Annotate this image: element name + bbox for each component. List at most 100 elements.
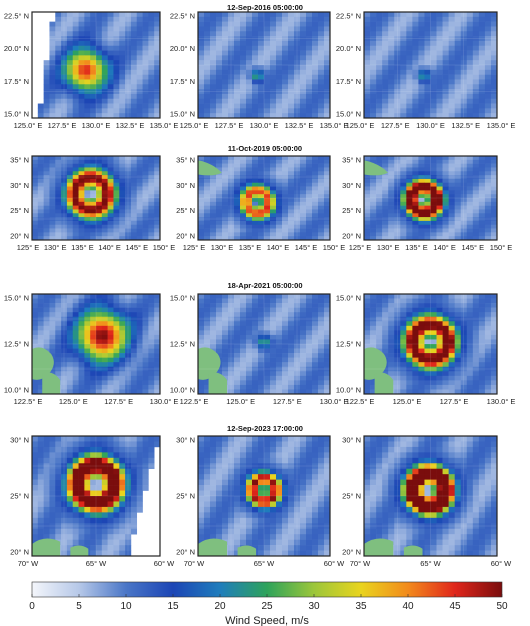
lat-tick-label: 22.5° N: [170, 12, 195, 21]
lon-tick-label: 135° E: [71, 243, 94, 252]
lat-tick-label: 30° N: [342, 436, 361, 445]
map-panel-r3-c3: 122.5° E 125.0° E 127.5° E 130.0° E 15.0° N 1…: [336, 293, 516, 406]
lon-tick-label: 130.0° E: [150, 397, 179, 406]
lat-tick-label: 30° N: [176, 181, 195, 190]
panel-grid: 125.0° E 127.5° E 130.0° E 132.5° E 135.0° E…: [4, 11, 516, 568]
lat-tick-label: 20° N: [10, 232, 29, 241]
land-area: [364, 347, 387, 380]
lon-tick-label: 125° E: [183, 243, 206, 252]
lon-tick-label: 132.5° E: [116, 121, 145, 130]
lat-tick-label: 25° N: [176, 492, 195, 501]
lon-tick-label: 130° E: [211, 243, 234, 252]
lon-tick-label: 70° W: [350, 559, 371, 568]
lon-tick-label: 125.0° E: [59, 397, 88, 406]
row-2-title: 11-Oct-2019 05:00:00: [228, 144, 302, 153]
lon-tick-label: 135° E: [405, 243, 428, 252]
lat-tick-label: 15.0° N: [4, 110, 29, 119]
land-area: [32, 538, 61, 556]
lat-tick-label: 10.0° N: [336, 386, 361, 395]
land-area: [403, 545, 423, 556]
colorbar-tick-label: 0: [29, 601, 35, 612]
lon-tick-label: 130.0° E: [416, 121, 445, 130]
lat-tick-label: 15.0° N: [170, 294, 195, 303]
lon-tick-label: 145° E: [461, 243, 484, 252]
row-1-title: 12-Sep-2016 05:00:00: [227, 3, 303, 12]
lon-tick-label: 125.0° E: [226, 397, 255, 406]
lat-tick-label: 15.0° N: [170, 110, 195, 119]
colorbar-tick-label: 45: [449, 601, 461, 612]
map-frame: [197, 293, 331, 395]
lon-tick-label: 140° E: [98, 243, 121, 252]
lat-tick-label: 25° N: [10, 492, 29, 501]
lon-tick-label: 150° E: [153, 243, 176, 252]
land-area: [364, 538, 394, 556]
lat-tick-label: 22.5° N: [4, 12, 29, 21]
map-panel-r4-c2: 70° W 65° W 60° W 30° N 25° N 20° N: [176, 435, 345, 568]
lon-tick-label: 65° W: [420, 559, 441, 568]
lon-tick-label: 130.0° E: [487, 397, 516, 406]
colorbar-tick-label: 35: [355, 601, 367, 612]
lat-tick-label: 15.0° N: [336, 294, 361, 303]
lat-tick-label: 35° N: [10, 156, 29, 165]
lon-tick-label: 127.5° E: [440, 397, 469, 406]
lat-tick-label: 20° N: [176, 232, 195, 241]
lon-tick-label: 125.0° E: [346, 121, 375, 130]
lon-tick-label: 122.5° E: [14, 397, 43, 406]
colorbar-tick-label: 40: [402, 601, 414, 612]
colorbar-tick-label: 5: [76, 601, 82, 612]
lat-tick-label: 25° N: [10, 206, 29, 215]
lat-tick-label: 17.5° N: [170, 77, 195, 86]
map-panel-r1-c1: 125.0° E 127.5° E 130.0° E 132.5° E 135.0° E…: [4, 11, 178, 130]
lon-tick-label: 130.0° E: [82, 121, 111, 130]
lat-tick-label: 17.5° N: [4, 77, 29, 86]
land-area: [208, 372, 228, 394]
lon-tick-label: 150° E: [490, 243, 513, 252]
map-panel-r4-c1: 70° W 65° W 60° W 30° N 25° N 20° N: [10, 435, 175, 568]
colorbar-label: Wind Speed, m/s: [225, 615, 309, 626]
map-panel-r1-c2: 125.0° E 127.5° E 130.0° E 132.5° E 135.0° E…: [170, 11, 349, 130]
lat-tick-label: 30° N: [342, 181, 361, 190]
map-frame: [31, 11, 161, 119]
lat-tick-label: 20° N: [10, 548, 29, 557]
lat-tick-label: 20° N: [176, 548, 195, 557]
map-panel-r2-c2: 125° E 130° E 135° E 140° E 145° E 150° E 35° …: [176, 155, 345, 252]
map-panel-r1-c3: 125.0° E 127.5° E 130.0° E 132.5° E 135.0° E…: [336, 11, 515, 130]
lat-tick-label: 30° N: [176, 436, 195, 445]
lat-tick-label: 15.0° N: [4, 294, 29, 303]
lat-tick-label: 10.0° N: [4, 386, 29, 395]
colorbar-tick-label: 15: [167, 601, 179, 612]
lon-tick-label: 127.5° E: [104, 397, 133, 406]
lat-tick-label: 15.0° N: [336, 110, 361, 119]
lon-tick-label: 65° W: [86, 559, 107, 568]
lat-tick-label: 22.5° N: [336, 12, 361, 21]
lon-tick-label: 125° E: [349, 243, 372, 252]
lon-tick-label: 130° E: [377, 243, 400, 252]
row-4-title: 12-Sep-2023 17:00:00: [227, 424, 303, 433]
lon-tick-label: 65° W: [254, 559, 275, 568]
lon-tick-label: 122.5° E: [180, 397, 209, 406]
lat-tick-label: 30° N: [10, 436, 29, 445]
lon-tick-label: 60° W: [491, 559, 512, 568]
colorbar-tick-label: 20: [214, 601, 226, 612]
map-frame: [197, 435, 331, 557]
colorbar-tick-label: 25: [261, 601, 273, 612]
lon-tick-label: 135.0° E: [320, 121, 349, 130]
lat-tick-label: 20.0° N: [170, 44, 195, 53]
lon-tick-label: 140° E: [267, 243, 290, 252]
map-frame: [197, 11, 331, 119]
lon-tick-label: 70° W: [18, 559, 39, 568]
lat-tick-label: 35° N: [342, 156, 361, 165]
map-panel-r4-c3: 70° W 65° W 60° W 30° N 25° N 20° N: [342, 435, 512, 568]
lon-tick-label: 70° W: [184, 559, 205, 568]
lon-tick-label: 127.5° E: [215, 121, 244, 130]
land-area: [198, 538, 228, 556]
lat-tick-label: 25° N: [176, 206, 195, 215]
lat-tick-label: 20° N: [342, 232, 361, 241]
lat-tick-label: 30° N: [10, 181, 29, 190]
lon-tick-label: 125° E: [17, 243, 40, 252]
lon-tick-label: 145° E: [295, 243, 318, 252]
map-frame: [363, 11, 498, 119]
map-frame: [363, 435, 498, 557]
lon-tick-label: 125.0° E: [14, 121, 43, 130]
